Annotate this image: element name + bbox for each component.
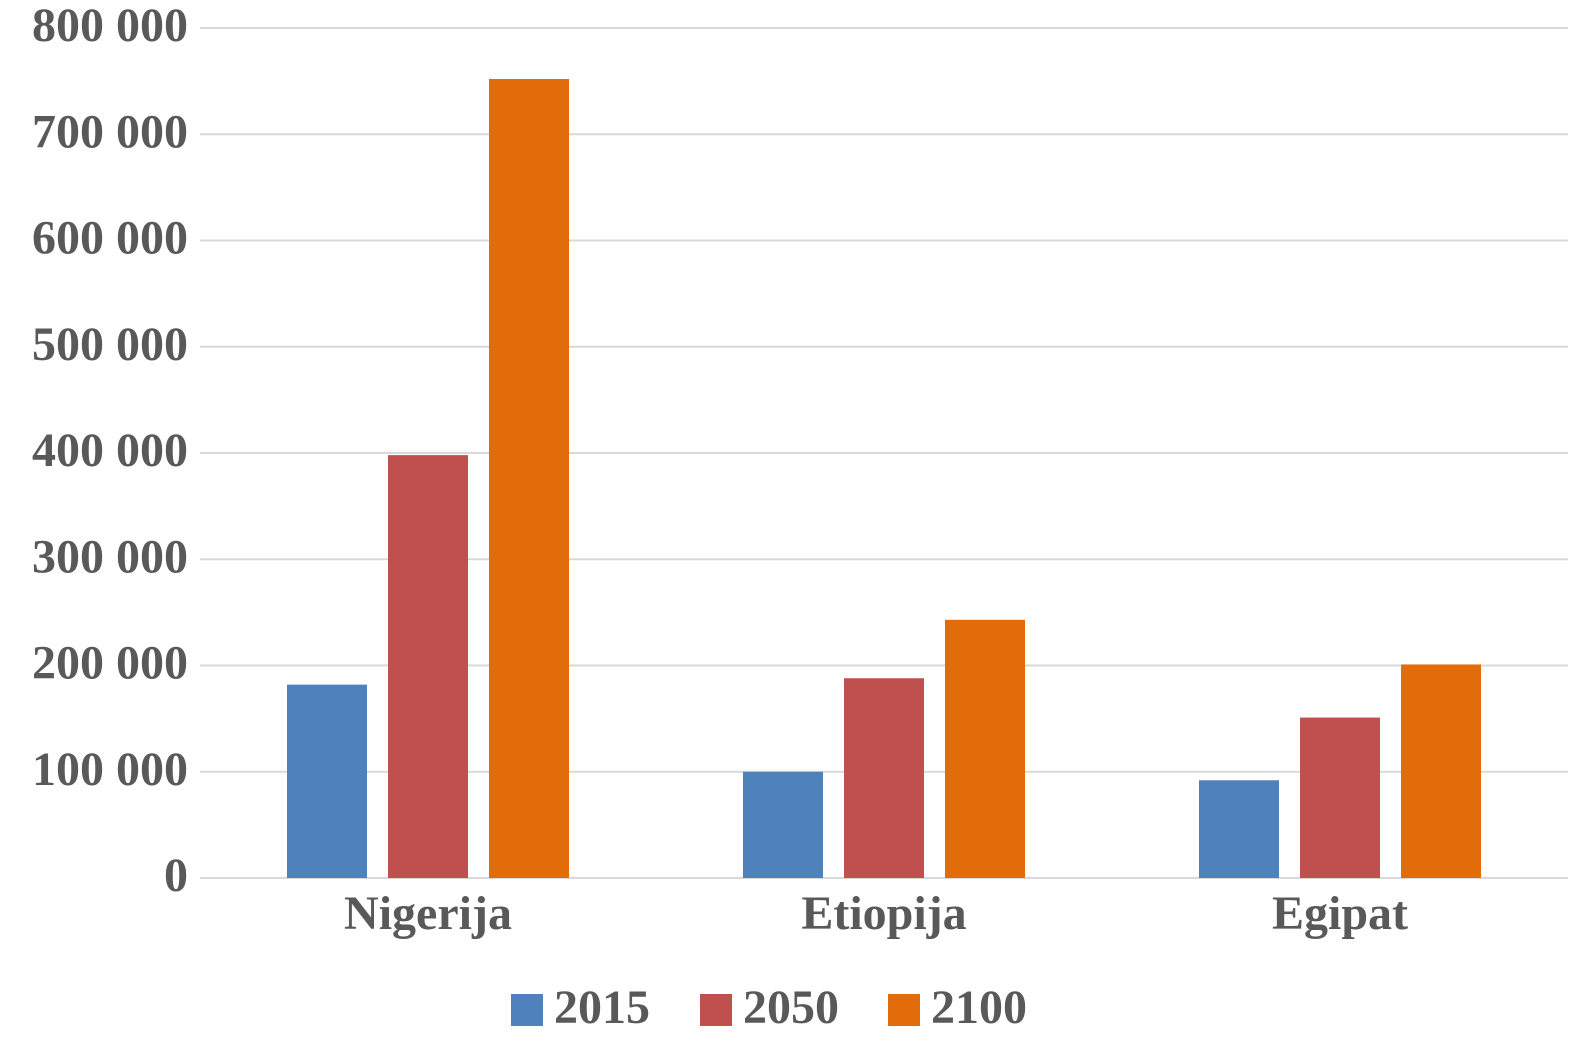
- y-tick-label: 600 000: [32, 212, 188, 265]
- y-tick-label: 700 000: [32, 105, 188, 158]
- legend-label: 2050: [743, 981, 839, 1034]
- x-tick-label: Egipat: [1272, 887, 1408, 940]
- y-tick-label: 500 000: [32, 318, 188, 371]
- bar: [1401, 664, 1481, 878]
- legend-label: 2100: [931, 981, 1027, 1034]
- x-tick-label: Etiopija: [801, 887, 966, 940]
- bar: [743, 771, 823, 878]
- bar: [1199, 780, 1279, 878]
- bar: [388, 455, 468, 878]
- legend-swatch: [888, 994, 920, 1026]
- bar: [1300, 717, 1380, 878]
- legend-swatch: [700, 994, 732, 1026]
- bar: [287, 684, 367, 878]
- bar: [489, 79, 569, 878]
- bar: [844, 678, 924, 878]
- legend-label: 2015: [554, 981, 650, 1034]
- y-tick-label: 300 000: [32, 530, 188, 583]
- legend-swatch: [511, 994, 543, 1026]
- y-tick-label: 0: [164, 849, 188, 902]
- y-tick-label: 200 000: [32, 637, 188, 690]
- y-tick-label: 800 000: [32, 0, 188, 52]
- bar: [945, 619, 1025, 878]
- y-tick-label: 400 000: [32, 424, 188, 477]
- y-tick-label: 100 000: [32, 743, 188, 796]
- x-tick-label: Nigerija: [344, 887, 512, 940]
